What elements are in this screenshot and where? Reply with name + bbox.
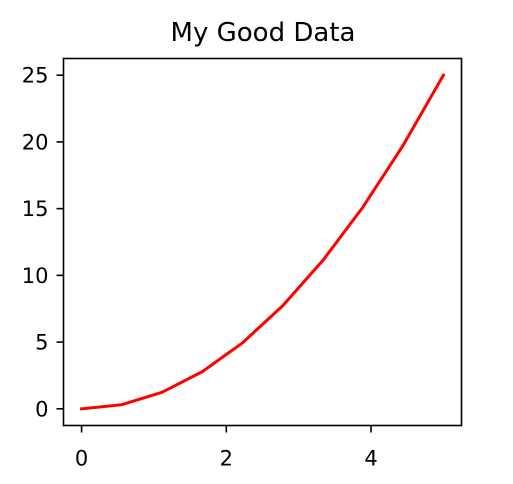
y-tick-label: 20 <box>22 130 49 154</box>
axes-frame <box>62 57 463 427</box>
chart-title: My Good Data <box>171 18 356 48</box>
series-line-0 <box>79 73 446 411</box>
y-tick-label: 25 <box>22 64 49 88</box>
x-tick-label: 4 <box>364 447 377 471</box>
y-tick-label: 5 <box>35 331 48 355</box>
y-tick-label: 0 <box>35 397 48 421</box>
plot-area: 0 2 4 0 5 10 15 20 25 <box>22 57 463 471</box>
x-tick-label: 0 <box>75 447 88 471</box>
x-tick-label: 2 <box>220 447 233 471</box>
y-tick-label: 15 <box>22 197 49 221</box>
y-tick-label: 10 <box>22 264 49 288</box>
